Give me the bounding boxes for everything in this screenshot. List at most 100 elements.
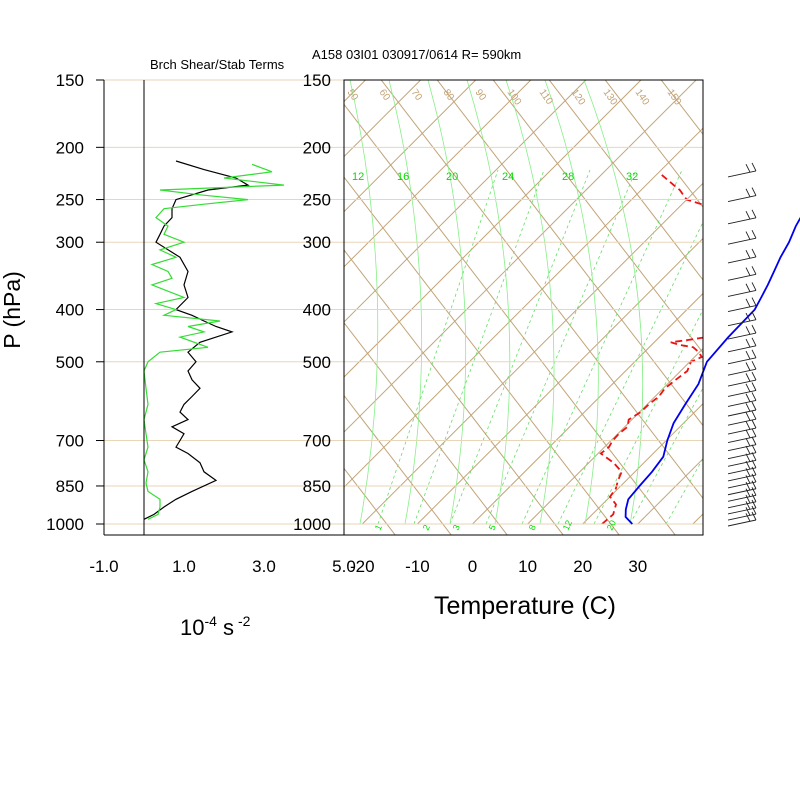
wind-barb-flag xyxy=(751,401,757,411)
wind-barb-flag xyxy=(745,188,751,198)
y-tick-label-left: 700 xyxy=(56,432,84,451)
y-tick-label-left: 1000 xyxy=(46,515,84,534)
isotherm-line xyxy=(344,80,532,268)
wind-barb-staff xyxy=(727,357,757,365)
wind-barb-staff xyxy=(727,501,757,509)
wind-barb xyxy=(727,311,757,327)
x-tick-label-right: -10 xyxy=(405,557,430,576)
wind-barb-staff xyxy=(727,273,757,281)
wind-barb xyxy=(727,162,757,178)
mixing-ratio-label-top: 24 xyxy=(502,171,514,183)
wind-barb-flag xyxy=(751,311,757,320)
y-tick-label-middle: 700 xyxy=(303,432,331,451)
wind-barb xyxy=(727,511,757,527)
wind-barb-flag xyxy=(751,266,757,275)
dry-adiabat-line xyxy=(0,68,284,536)
wind-barb-flag xyxy=(745,373,751,382)
isotherm-line xyxy=(692,513,703,525)
mixing-ratio-label-top: 16 xyxy=(397,171,409,183)
wind-barb-staff xyxy=(727,237,757,245)
isotherm-line xyxy=(0,80,310,524)
wind-barb xyxy=(727,452,757,467)
isotherm-line xyxy=(361,182,703,525)
wind-barb-flag xyxy=(751,209,757,219)
isotherm-line xyxy=(344,80,477,213)
wind-barb-staff xyxy=(727,170,757,178)
isotherm-line xyxy=(344,80,697,433)
wind-barb-flag xyxy=(751,436,757,445)
wind-barb-staff xyxy=(727,467,757,475)
dry-adiabat-line xyxy=(492,80,703,354)
isotherm-line xyxy=(527,347,703,525)
wind-barb-flag xyxy=(751,392,757,401)
wind-barb-flag xyxy=(751,360,757,370)
wind-barb-staff xyxy=(727,418,757,426)
wind-barb-staff xyxy=(727,400,757,407)
left-series-group xyxy=(143,160,285,520)
x-axis-label-right: Temperature (C) xyxy=(434,592,616,620)
wind-barb-flag xyxy=(751,505,757,515)
wind-barb-flag xyxy=(745,231,751,240)
moist-adiabat-curve xyxy=(349,80,379,525)
wind-barb-staff xyxy=(727,519,757,527)
wind-barb-flag xyxy=(751,410,757,420)
dry-adiabat-line xyxy=(344,249,564,535)
wind-barb xyxy=(727,493,757,509)
wind-barb xyxy=(727,371,757,387)
x-tick-label-left: -1.0 xyxy=(89,557,118,576)
wind-barb-flag xyxy=(745,350,751,360)
mixing-ratio-label-bottom: 8 xyxy=(527,523,538,532)
wind-barb-flag xyxy=(751,371,757,381)
wind-barb-flag xyxy=(745,421,751,430)
unit-symbol-exponent: -2 xyxy=(238,613,251,629)
wind-barb-flag xyxy=(751,511,757,521)
wind-barb xyxy=(727,230,757,245)
wind-barb-flag xyxy=(751,499,757,509)
skewt-panel-frame xyxy=(343,79,704,536)
wind-barb xyxy=(727,419,757,435)
wind-barb-staff xyxy=(727,494,757,502)
wind-barb-staff xyxy=(727,217,757,225)
y-tick-label-left: 200 xyxy=(56,138,84,157)
y-tick-label-middle: 1000 xyxy=(293,515,331,534)
isotherm-line xyxy=(344,80,587,323)
wind-barb xyxy=(727,428,757,443)
wind-barb-staff xyxy=(727,368,757,376)
theta-label: 110 xyxy=(537,87,555,107)
x-tick-label-right: 20 xyxy=(573,557,592,576)
wind-barb-staff xyxy=(727,507,757,515)
unit-base: 10 xyxy=(180,615,204,640)
wind-barb xyxy=(727,410,757,426)
wind-barb-flag xyxy=(751,382,757,391)
wind-barb-flag xyxy=(745,283,751,292)
y-axis-label: P (hPa) xyxy=(0,271,25,349)
wind-barb-flag xyxy=(751,282,757,291)
y-tick-label-middle: 850 xyxy=(303,477,331,496)
y-tick-label-left: 400 xyxy=(56,301,84,320)
theta-label: 60 xyxy=(377,87,393,103)
x-tick-label-left: 1.0 xyxy=(172,557,196,576)
wind-barb xyxy=(727,349,757,365)
moist-adiabat-curve xyxy=(505,80,555,525)
mixing-ratio-label-top: 20 xyxy=(446,171,458,183)
wind-barb xyxy=(727,248,757,264)
isotherm-line xyxy=(582,402,703,525)
wind-barb-staff xyxy=(727,256,757,264)
mixing-ratio-line xyxy=(593,308,703,525)
wind-barb xyxy=(727,209,757,225)
wind-barb-flag xyxy=(751,324,757,334)
mixing-ratio-label-bottom: 3 xyxy=(451,523,462,532)
dry-adiabat-line xyxy=(0,68,340,536)
wind-barb xyxy=(727,187,757,202)
mixing-ratio-line xyxy=(629,387,703,525)
mixing-ratio-label-bottom: 12 xyxy=(561,519,574,532)
wind-barb-staff xyxy=(727,513,757,521)
wind-barb-flag xyxy=(751,428,757,437)
wind-barb-flag xyxy=(745,326,751,335)
wind-barb-flag xyxy=(745,267,751,276)
wind-barb xyxy=(727,499,757,515)
wind-barb-flag xyxy=(751,480,757,489)
moist-adiabat-curve xyxy=(583,80,644,525)
mixing-ratio-label-bottom: 2 xyxy=(421,523,432,532)
